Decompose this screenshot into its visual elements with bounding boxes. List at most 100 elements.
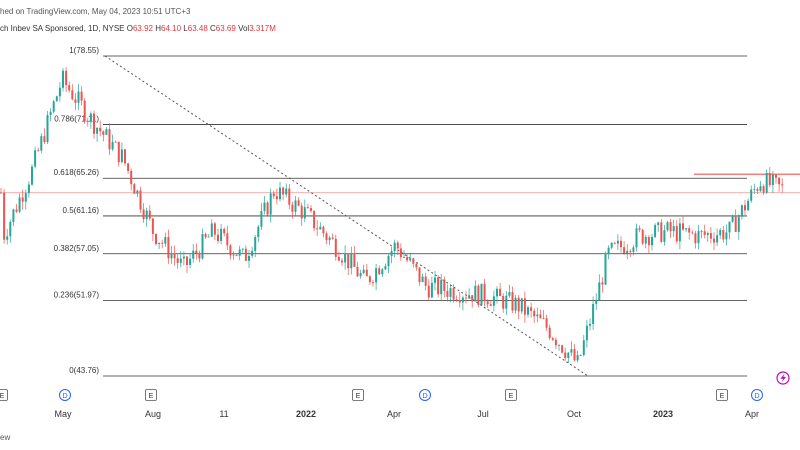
candle-body (731, 215, 734, 222)
candle-body (241, 248, 244, 250)
candle-body (685, 228, 688, 230)
candle-body (744, 205, 746, 211)
candle-body (341, 260, 343, 263)
event-marker-letter: D (422, 393, 427, 400)
candle-body (740, 205, 743, 217)
candle-body (753, 189, 756, 191)
candle-body (440, 279, 443, 295)
dividend-marker[interactable] (751, 389, 763, 401)
candle-body (626, 250, 629, 254)
candle-body (223, 228, 226, 234)
x-axis-tick-label: Apr (387, 409, 401, 419)
candle-body (759, 186, 762, 191)
candle-body (585, 325, 588, 341)
candle-body (272, 193, 275, 197)
candle-body (384, 266, 387, 270)
candle-body (390, 251, 393, 256)
candle-body (396, 242, 399, 249)
candle-body (480, 283, 483, 305)
candle-body (43, 136, 46, 143)
candle-body (502, 295, 505, 309)
flash-icon-bolt (780, 373, 786, 383)
earnings-marker[interactable] (352, 389, 364, 401)
earnings-marker[interactable] (0, 389, 8, 401)
candle-body (564, 352, 567, 359)
candle-body (691, 232, 694, 234)
candle-body (716, 235, 719, 243)
candle-body (499, 288, 502, 296)
candle-body (629, 250, 632, 252)
candle-body (393, 242, 396, 252)
high-value: 64.10 (161, 24, 182, 33)
candle-body (15, 209, 18, 212)
candle-body (700, 231, 703, 232)
candle-body (567, 352, 570, 359)
candle-body (638, 228, 641, 230)
candle-body (24, 193, 27, 202)
x-axis-tick-label: Oct (567, 409, 582, 419)
event-marker-letter: E (720, 393, 725, 400)
earnings-marker[interactable] (716, 389, 728, 401)
candle-body (368, 276, 371, 283)
candle-body (282, 187, 285, 195)
candle-body (579, 354, 582, 356)
candle-body (421, 276, 424, 283)
candle-body (756, 189, 759, 191)
candle-body (31, 166, 33, 185)
candle-body (678, 223, 681, 242)
earnings-marker[interactable] (145, 389, 157, 401)
candle-body (248, 255, 250, 261)
candle-body (310, 208, 312, 211)
candle-body (595, 300, 598, 304)
event-marker-letter: E (356, 393, 361, 400)
candle-body (409, 258, 412, 261)
candle-body (768, 173, 771, 186)
candle-body (365, 269, 368, 277)
candle-body (375, 268, 378, 283)
candle-body (775, 174, 777, 178)
candle-body (322, 226, 325, 234)
candle-body (703, 231, 706, 235)
candle-body (105, 129, 108, 135)
candle-body (347, 253, 350, 269)
candle-body (511, 292, 514, 311)
candle-body (505, 295, 508, 309)
dividend-marker[interactable] (59, 389, 71, 401)
candle-body (254, 237, 257, 252)
candle-body (598, 282, 601, 301)
candle-body (244, 248, 247, 261)
candle-body (403, 257, 405, 258)
candle-body (434, 277, 436, 283)
candle-body (136, 190, 139, 194)
candle-body (362, 269, 365, 273)
trend-line[interactable] (104, 55, 589, 377)
x-axis-tick-label: 2022 (296, 409, 316, 419)
fib-level-label: 0.382(57.05) (54, 244, 100, 253)
candle-body (12, 209, 15, 222)
candle-body (728, 221, 731, 233)
candle-body (508, 292, 511, 296)
candle-body (192, 250, 195, 259)
dividend-marker[interactable] (419, 389, 431, 401)
candle-body (325, 233, 328, 241)
candle-body (576, 355, 579, 361)
candle-body (492, 296, 495, 306)
candle-body (644, 236, 647, 244)
candle-body (496, 288, 498, 297)
candle-body (114, 141, 117, 143)
flash-icon[interactable] (776, 371, 790, 385)
published-caption: hed on TradingView.com, May 04, 2023 10:… (0, 7, 191, 16)
candle-body (204, 234, 207, 238)
candle-body (319, 226, 322, 230)
earnings-marker[interactable] (505, 389, 517, 401)
candle-body (9, 221, 12, 237)
candle-body (269, 193, 272, 215)
candle-body (353, 253, 356, 267)
symbol-ohlc-bar: ch Inbev SA Sponsored, 1D, NYSE O63.92 H… (0, 24, 276, 33)
candle-body (527, 307, 529, 315)
candle-body (465, 297, 467, 299)
candle-body (124, 149, 126, 164)
candle-body (99, 127, 102, 132)
candle-body (548, 327, 551, 339)
